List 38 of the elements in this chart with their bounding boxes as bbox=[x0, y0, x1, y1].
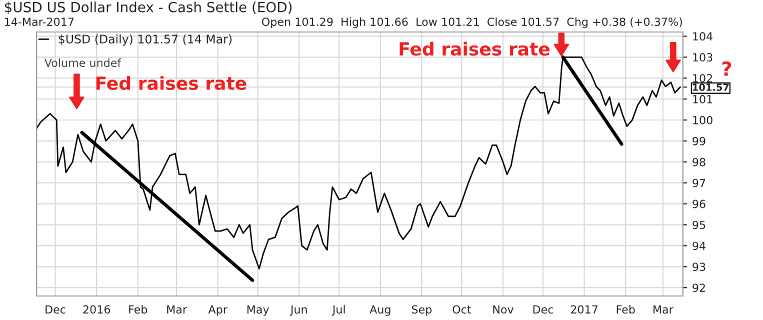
y-tick-label: 96 bbox=[692, 200, 706, 208]
x-tick-label: Oct bbox=[452, 305, 472, 314]
x-tick-label: Feb bbox=[616, 305, 635, 314]
x-tick-label: 2017 bbox=[570, 305, 598, 314]
x-tick-label: Apr bbox=[208, 305, 228, 316]
y-tick-label: 102 bbox=[693, 74, 712, 82]
chart-subtitle: 14-Mar-2017 bbox=[5, 18, 74, 26]
x-tick-label: Dec bbox=[46, 305, 66, 314]
y-tick-label: 95 bbox=[692, 220, 706, 230]
y-tick-label: 99 bbox=[692, 136, 706, 146]
x-tick-label: Feb bbox=[129, 305, 148, 314]
y-tick-label: 101 bbox=[693, 95, 712, 104]
y-tick-label: 93 bbox=[692, 262, 706, 272]
x-tick-label: Sep bbox=[412, 305, 432, 316]
y-tick-label: 97 bbox=[692, 178, 706, 188]
annotation: Volume undef bbox=[44, 58, 122, 67]
x-tick-label: May bbox=[247, 305, 269, 316]
legend-label: $USD (Daily) 101.57 (14 Mar) bbox=[58, 34, 232, 46]
annotation: Fed raises rate bbox=[96, 76, 246, 90]
text: ? bbox=[722, 61, 732, 76]
x-tick-label: Mar bbox=[654, 305, 674, 314]
y-tick-label: 100 bbox=[693, 116, 712, 124]
annotation: Fed raises rate bbox=[400, 42, 550, 56]
chart-title: $USD US Dollar Index - Cash Settle (EOD) bbox=[4, 2, 292, 14]
x-tick-label: Jun bbox=[290, 305, 307, 316]
x-tick-label: Nov bbox=[493, 305, 514, 314]
x-tick-label: Mar bbox=[167, 305, 188, 314]
y-tick-label: 103 bbox=[693, 53, 712, 62]
text: Open 101.29 High 101.66 Low 101.21 Close 101.57 Chg +0.38 (+0.37%) bbox=[262, 17, 682, 28]
y-tick-label: 101.57 bbox=[693, 84, 729, 91]
x-tick-label: Jul bbox=[332, 305, 345, 316]
x-tick-label: Dec bbox=[533, 305, 554, 314]
y-tick-label: 98 bbox=[692, 158, 706, 166]
y-tick-label: 104 bbox=[693, 32, 712, 41]
y-tick-label: 94 bbox=[692, 242, 706, 250]
x-tick-label: 2016 bbox=[83, 305, 110, 314]
x-tick-label: Aug bbox=[370, 305, 390, 316]
y-tick-label: 92 bbox=[692, 284, 705, 292]
